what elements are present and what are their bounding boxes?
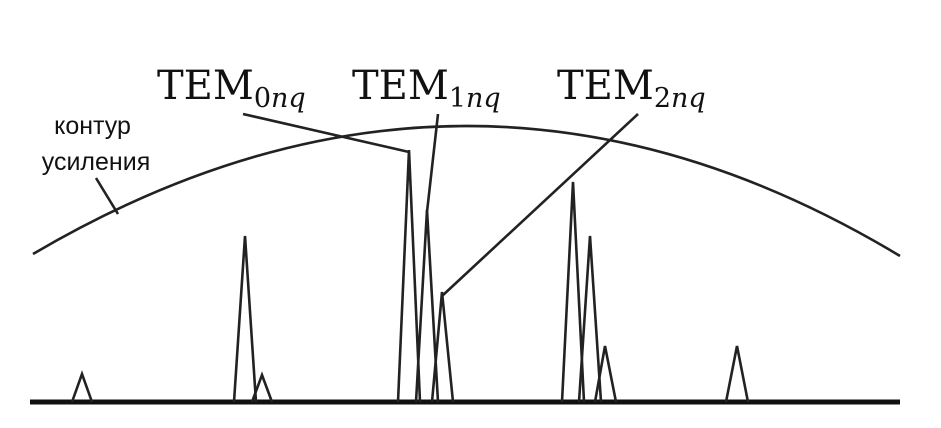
mode-peak-tem0 (396, 149, 422, 403)
gain-label-line-1: контур (54, 112, 131, 140)
mode-peak-tem2 (430, 291, 455, 403)
mode-label-tem0: TEM0nq (157, 63, 306, 114)
leader-line-tem2 (441, 113, 639, 297)
leader-line-tem1 (425, 113, 440, 213)
leader-line-tem0 (242, 112, 410, 154)
leader-lines (94, 112, 639, 297)
mode-label-index: 0 (254, 83, 271, 114)
mode-label-index: 1 (449, 83, 466, 114)
mode-peak (724, 345, 750, 403)
mode-peak (250, 371, 274, 403)
mode-label-tem2: TEM2nq (557, 63, 706, 114)
gain-contour-label: контур усиления (42, 112, 150, 176)
mode-peak (70, 370, 94, 403)
gain-label-line-2: усиления (42, 148, 150, 176)
mode-label-base: TEM (157, 63, 254, 109)
mode-label-tem1: TEM1nq (352, 63, 501, 114)
mode-label-base: TEM (352, 63, 449, 109)
mode-label-vars: nq (466, 83, 501, 114)
mode-label-vars: nq (671, 83, 706, 114)
mode-peak (593, 345, 618, 403)
mode-peak (560, 181, 586, 403)
mode-peak (232, 235, 258, 403)
leader-line-gain (94, 177, 120, 215)
mode-label-index: 2 (654, 83, 671, 114)
mode-peak (577, 235, 603, 403)
mode-label-base: TEM (557, 63, 654, 109)
mode-peaks (70, 149, 750, 403)
gain-contour-curve (32, 124, 901, 258)
mode-label-vars: nq (271, 83, 306, 114)
